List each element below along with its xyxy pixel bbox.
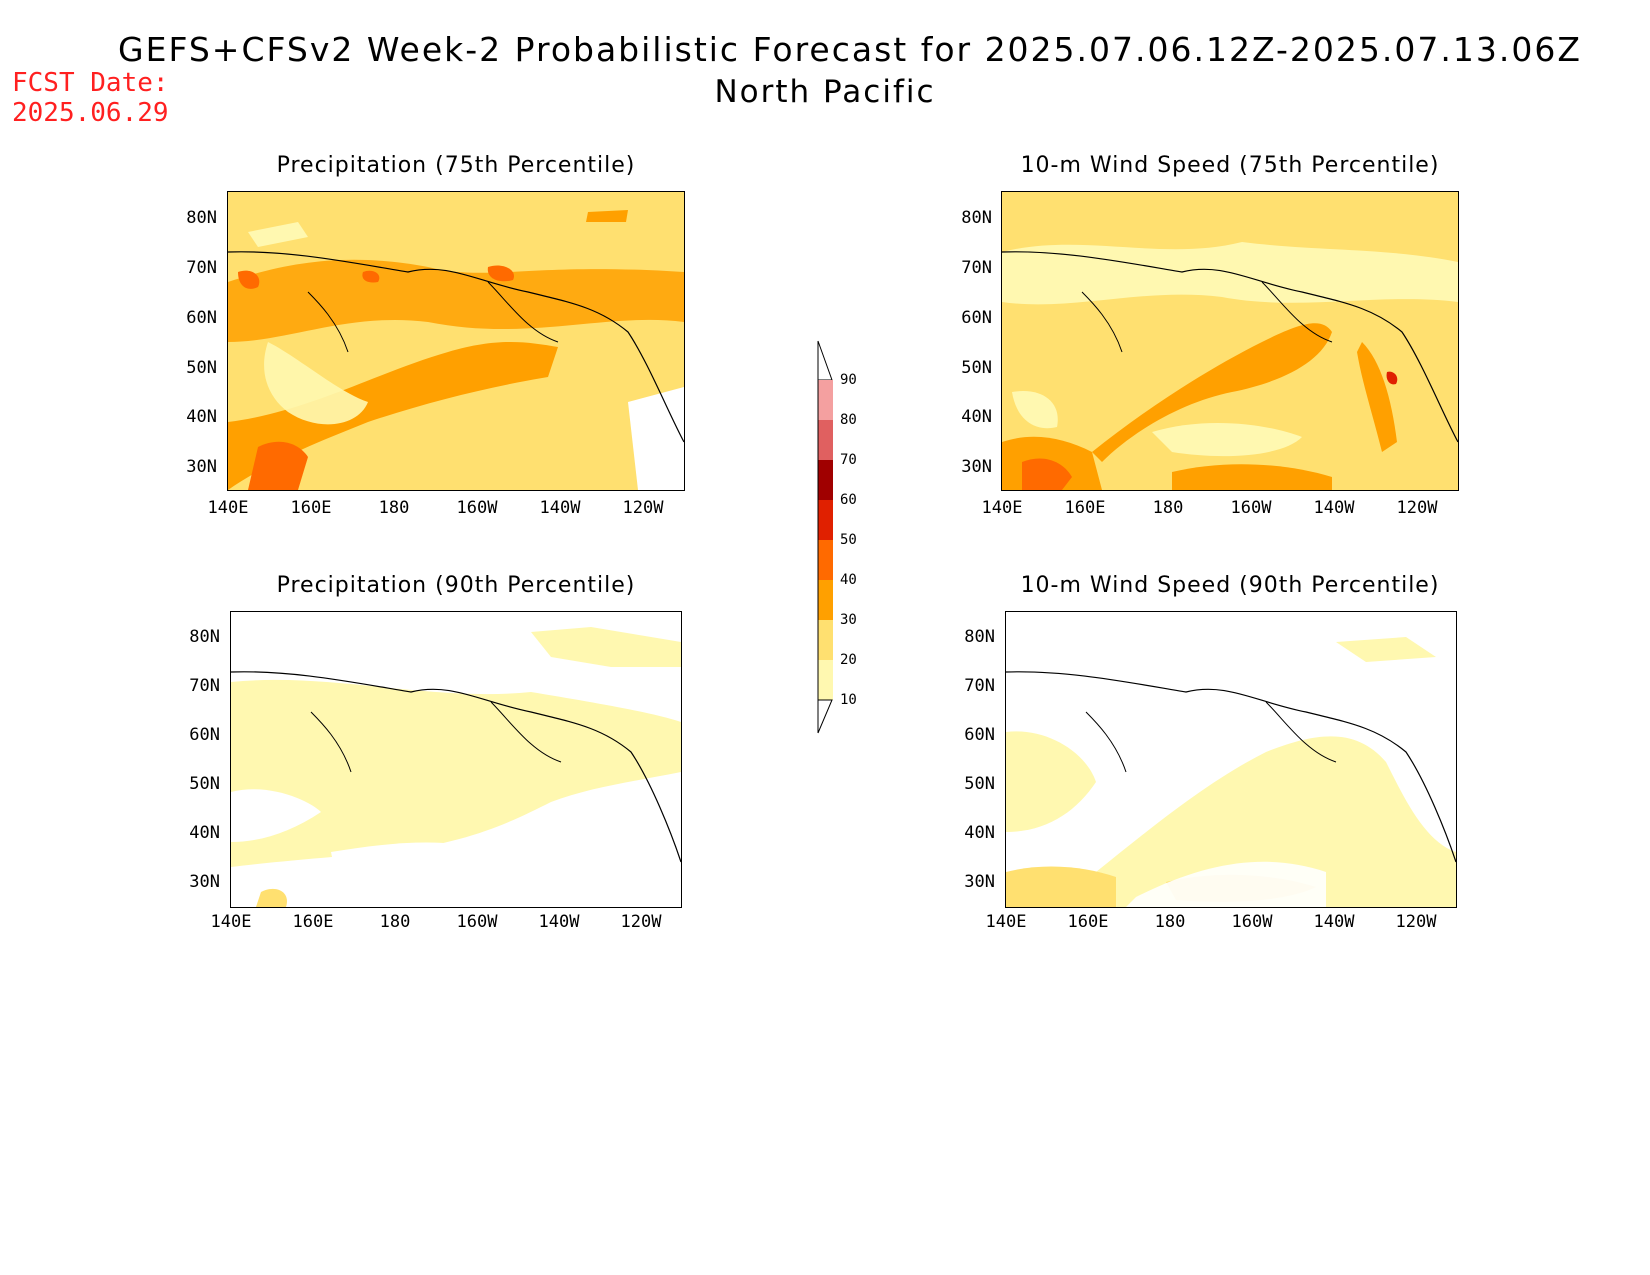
- lon-label: 160E: [1067, 912, 1109, 932]
- lat-label: 50N: [189, 774, 220, 794]
- colorbar-top-triangle: [817, 340, 833, 381]
- colorbar-label: 40: [840, 572, 857, 588]
- lon-label: 120W: [620, 912, 662, 932]
- lon-label: 140W: [539, 498, 581, 518]
- lat-label: 80N: [189, 627, 220, 647]
- lat-label: 30N: [189, 872, 220, 892]
- lon-label: 160W: [1231, 912, 1273, 932]
- colorbar-swatch: [818, 540, 833, 580]
- colorbar-label: 10: [840, 692, 857, 708]
- lon-label: 120W: [1395, 912, 1437, 932]
- lon-label: 140E: [210, 912, 252, 932]
- lat-label: 80N: [186, 208, 217, 228]
- map-panel-wind90: [1005, 611, 1457, 908]
- lat-label: 80N: [964, 627, 995, 647]
- colorbar-swatch: [818, 580, 833, 620]
- main-title: GEFS+CFSv2 Week-2 Probabilistic Forecast…: [118, 30, 1582, 69]
- lat-label: 30N: [961, 457, 992, 477]
- lon-label: 160W: [456, 498, 498, 518]
- lat-label: 80N: [961, 208, 992, 228]
- panel-title-precip75: Precipitation (75th Percentile): [276, 153, 636, 178]
- panel-title-wind75: 10-m Wind Speed (75th Percentile): [1020, 153, 1440, 178]
- lon-label: 160W: [1230, 498, 1272, 518]
- colorbar-swatch: [818, 500, 833, 540]
- lon-label: 140W: [1313, 498, 1355, 518]
- colorbar: [817, 340, 833, 734]
- lat-label: 60N: [961, 308, 992, 328]
- colorbar-label: 30: [840, 612, 857, 628]
- lon-label: 160W: [456, 912, 498, 932]
- lat-label: 30N: [186, 457, 217, 477]
- colorbar-swatch: [818, 460, 833, 500]
- lon-label: 180: [1152, 498, 1184, 518]
- colorbar-label: 20: [840, 652, 857, 668]
- lon-label: 180: [378, 498, 410, 518]
- lat-label: 40N: [964, 823, 995, 843]
- lon-label: 180: [379, 912, 411, 932]
- lon-label: 120W: [1396, 498, 1438, 518]
- lon-label: 140E: [207, 498, 249, 518]
- region-subtitle: North Pacific: [714, 74, 936, 110]
- lat-label: 40N: [961, 407, 992, 427]
- lat-label: 30N: [964, 872, 995, 892]
- lon-label: 180: [1154, 912, 1186, 932]
- lon-label: 120W: [622, 498, 664, 518]
- colorbar-swatch: [818, 420, 833, 460]
- lat-label: 50N: [186, 358, 217, 378]
- panel-title-wind90: 10-m Wind Speed (90th Percentile): [1020, 573, 1440, 598]
- map-panel-precip75: [227, 191, 685, 491]
- lat-label: 70N: [961, 258, 992, 278]
- panel-title-precip90: Precipitation (90th Percentile): [276, 573, 636, 598]
- colorbar-swatch: [818, 660, 833, 700]
- colorbar-swatch: [818, 620, 833, 660]
- lon-label: 140E: [981, 498, 1023, 518]
- fcst-date-label: FCST Date:: [12, 68, 169, 98]
- lat-label: 50N: [964, 774, 995, 794]
- lat-label: 40N: [186, 407, 217, 427]
- lat-label: 60N: [186, 308, 217, 328]
- lat-label: 70N: [964, 676, 995, 696]
- lon-label: 160E: [1064, 498, 1106, 518]
- lon-label: 140W: [1313, 912, 1355, 932]
- colorbar-label: 80: [840, 412, 857, 428]
- lat-label: 50N: [961, 358, 992, 378]
- lon-label: 140W: [538, 912, 580, 932]
- colorbar-label: 50: [840, 532, 857, 548]
- colorbar-label: 90: [840, 372, 857, 388]
- map-panel-precip90: [230, 611, 682, 908]
- lat-label: 70N: [186, 258, 217, 278]
- colorbar-swatch: [818, 380, 833, 420]
- lat-label: 60N: [964, 725, 995, 745]
- fcst-date-value: 2025.06.29: [12, 98, 169, 128]
- colorbar-label: 60: [840, 492, 857, 508]
- lat-label: 40N: [189, 823, 220, 843]
- lon-label: 160E: [292, 912, 334, 932]
- lat-label: 60N: [189, 725, 220, 745]
- map-panel-wind75: [1001, 191, 1459, 491]
- lon-label: 140E: [985, 912, 1027, 932]
- colorbar-label: 70: [840, 452, 857, 468]
- lon-label: 160E: [290, 498, 332, 518]
- lat-label: 70N: [189, 676, 220, 696]
